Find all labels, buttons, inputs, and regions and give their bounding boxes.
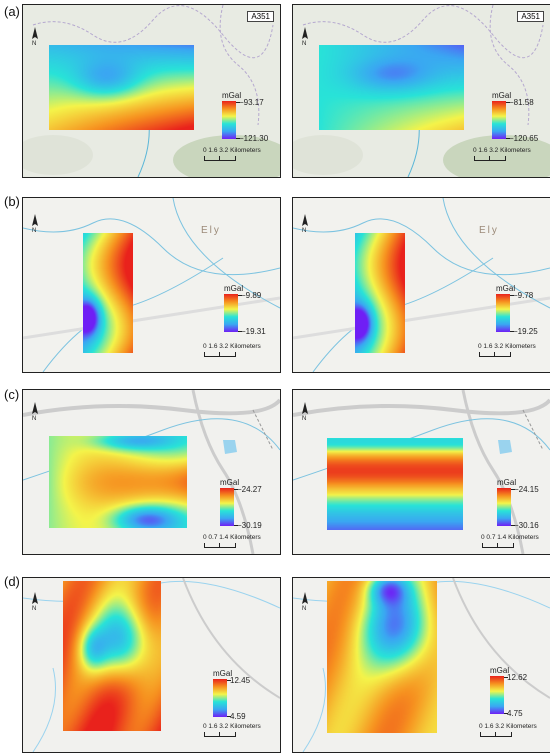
gravity-anomaly-grid xyxy=(327,581,437,733)
legend-min: −19.25 xyxy=(513,327,538,336)
row-label-b: (b) xyxy=(4,194,20,209)
legend-min: −120.65 xyxy=(509,134,539,143)
basemap xyxy=(23,198,280,372)
map-panel-a-right: N A351 mGal −81.58 −120.65 0 1.6 3.2 Kil… xyxy=(292,4,550,178)
gravity-anomaly-grid xyxy=(319,45,464,130)
svg-text:N: N xyxy=(32,41,36,45)
town-label: Ely xyxy=(201,225,221,236)
legend-min: 4.59 xyxy=(230,712,246,721)
legend-max: −9.78 xyxy=(513,291,534,300)
map-panel-b-right: N Ely mGal −9.78 −19.25 0 1.6 3.2 Kilome… xyxy=(292,197,550,373)
legend-max: −93.17 xyxy=(239,98,264,107)
legend-unit: mGal xyxy=(490,666,510,675)
legend-colorbar xyxy=(222,101,236,139)
gravity-anomaly-grid xyxy=(355,233,405,353)
svg-text:N: N xyxy=(302,41,306,45)
gravity-anomaly-grid xyxy=(63,581,161,731)
row-label-d: (d) xyxy=(4,574,20,589)
row-label-a: (a) xyxy=(4,4,20,19)
legend-max: −81.58 xyxy=(509,98,534,107)
svg-text:N: N xyxy=(302,606,306,610)
map-panel-b-left: N Ely mGal −9.89 −19.31 0 1.6 3.2 Kilome… xyxy=(22,197,281,373)
route-badge: A351 xyxy=(247,11,274,22)
north-arrow-icon: N xyxy=(301,27,309,47)
legend-max: −24.15 xyxy=(514,485,539,494)
gravity-anomaly-grid xyxy=(327,438,463,530)
svg-text:N: N xyxy=(302,228,306,232)
legend-colorbar xyxy=(220,488,234,526)
legend-min: −19.31 xyxy=(241,327,266,336)
route-badge: A351 xyxy=(517,11,544,22)
legend-max: −24.27 xyxy=(237,485,262,494)
legend-unit: mGal xyxy=(492,91,512,100)
legend-min: −121.30 xyxy=(239,134,269,143)
north-arrow-icon: N xyxy=(31,402,39,422)
legend-min: −30.16 xyxy=(514,521,539,530)
row-label-c: (c) xyxy=(4,387,20,402)
legend-unit: mGal xyxy=(222,91,242,100)
map-panel-a-left: N A351 mGal −93.17 −121.30 0 1.6 3.2 Kil… xyxy=(22,4,281,178)
legend-colorbar xyxy=(492,101,506,139)
svg-text:N: N xyxy=(302,416,306,420)
legend-unit: mGal xyxy=(224,284,244,293)
legend-unit: mGal xyxy=(496,284,516,293)
basemap xyxy=(293,198,550,372)
legend-colorbar xyxy=(224,294,238,332)
gravity-anomaly-grid xyxy=(83,233,133,353)
north-arrow-icon: N xyxy=(301,214,309,234)
legend-colorbar xyxy=(497,488,511,526)
north-arrow-icon: N xyxy=(301,402,309,422)
svg-text:N: N xyxy=(32,416,36,420)
north-arrow-icon: N xyxy=(31,27,39,47)
town-label: Ely xyxy=(479,225,499,236)
legend-colorbar xyxy=(496,294,510,332)
north-arrow-icon: N xyxy=(31,592,39,612)
north-arrow-icon: N xyxy=(31,214,39,234)
map-panel-c-left: N mGal −24.27 −30.19 0 0.7 1.4 Kilometer… xyxy=(22,389,281,555)
legend-unit: mGal xyxy=(213,669,233,678)
map-panel-d-left: N mGal 12.45 4.59 0 1.6 3.2 Kilometers xyxy=(22,577,281,753)
legend-max: 12.62 xyxy=(507,673,528,682)
north-arrow-icon: N xyxy=(301,592,309,612)
svg-text:N: N xyxy=(32,228,36,232)
svg-text:N: N xyxy=(32,606,36,610)
legend-min: 4.75 xyxy=(507,709,523,718)
legend-unit: mGal xyxy=(220,478,240,487)
legend-max: −9.89 xyxy=(241,291,262,300)
legend-min: −30.19 xyxy=(237,521,262,530)
map-panel-d-right: N mGal 12.62 4.75 0 1.6 3.2 Kilometers xyxy=(292,577,550,753)
gravity-anomaly-grid xyxy=(49,436,187,528)
legend-unit: mGal xyxy=(497,478,517,487)
gravity-anomaly-grid xyxy=(49,45,194,130)
legend-max: 12.45 xyxy=(230,676,251,685)
map-panel-c-right: N mGal −24.15 −30.16 0 0.7 1.4 Kilometer… xyxy=(292,389,550,555)
legend-colorbar xyxy=(213,679,227,717)
legend-colorbar xyxy=(490,676,504,714)
